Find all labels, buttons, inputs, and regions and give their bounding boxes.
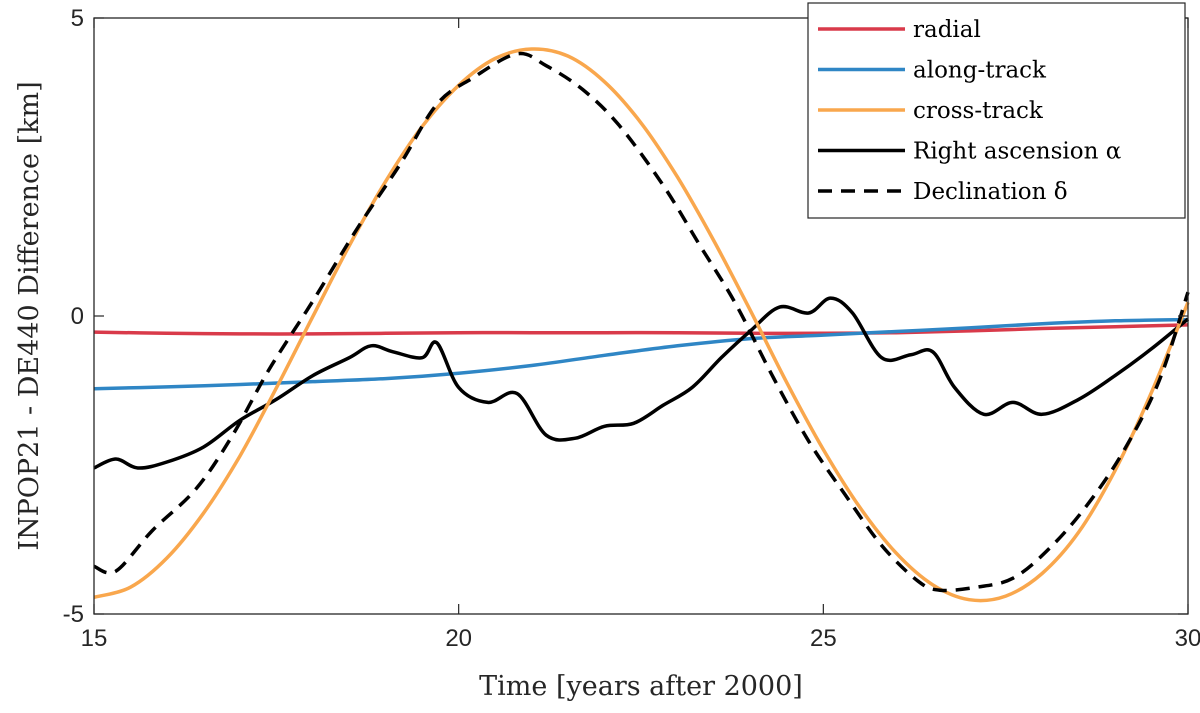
y-tick-label: 0: [71, 303, 84, 330]
y-tick-label: 5: [71, 5, 84, 32]
legend-label-cross-track: cross-track: [913, 98, 1044, 124]
x-tick-label: 30: [1175, 625, 1200, 652]
ticks-layer: 15 20 25 30 -5 0 5: [63, 5, 1200, 652]
y-axis-label: INPOP21 - DE440 Difference [km]: [14, 81, 45, 550]
legend: radial along-track cross-track Right ascens…: [807, 2, 1186, 219]
x-tick-label: 15: [81, 625, 108, 652]
series-line-along-track: [93, 317, 1189, 391]
series-layer: [93, 47, 1190, 603]
y-tick-label: -5: [63, 601, 84, 628]
legend-label-right-ascension: Right ascension α: [913, 139, 1121, 165]
legend-label-along-track: along-track: [913, 58, 1047, 84]
x-axis-label: Time [years after 2000]: [479, 671, 803, 702]
x-tick-label: 25: [810, 625, 837, 652]
legend-label-radial: radial: [913, 17, 981, 43]
legend-label-declination: Declination δ: [913, 179, 1068, 205]
series-line-radial: [93, 323, 1189, 336]
x-tick-label: 20: [445, 625, 472, 652]
series-line-declination: [93, 51, 1190, 593]
legend-entries: radial along-track cross-track Right ascens…: [818, 17, 1121, 205]
series-line-right-ascension: [93, 296, 1190, 470]
series-line-cross-track: [93, 47, 1190, 603]
